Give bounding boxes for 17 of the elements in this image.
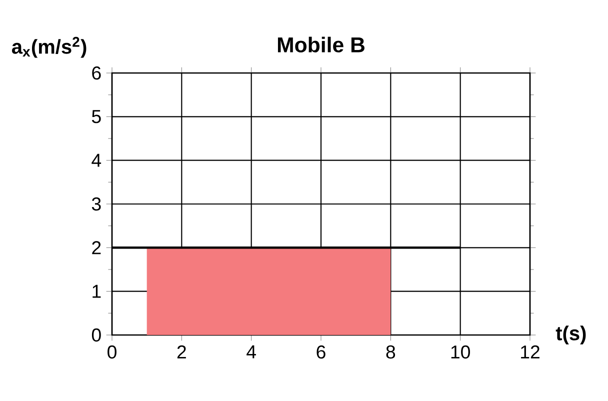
y-tick-label: 5	[92, 110, 101, 124]
y-tick-label: 4	[92, 154, 102, 167]
x-tick-label: 4	[246, 345, 256, 358]
x-tick-label: 12	[521, 345, 540, 358]
chart-title: Mobile B	[278, 36, 364, 52]
x-tick-label: 2	[177, 345, 186, 358]
x-tick-label: 10	[451, 345, 470, 359]
x-tick-label: 6	[316, 345, 326, 359]
x-axis-title: t(s)	[556, 326, 586, 344]
y-tick-label: 2	[92, 241, 101, 254]
y-axis-title: a$_{x}$(m/s$^{2}$)	[12, 36, 86, 58]
y-tick-label: 3	[92, 197, 101, 211]
x-tick-label: 0	[108, 345, 116, 359]
x-tick-label: 8	[386, 345, 396, 359]
y-tick-label: 6	[92, 66, 101, 80]
y-tick-label: 1	[92, 284, 101, 298]
y-tick-label: 0	[92, 328, 101, 342]
